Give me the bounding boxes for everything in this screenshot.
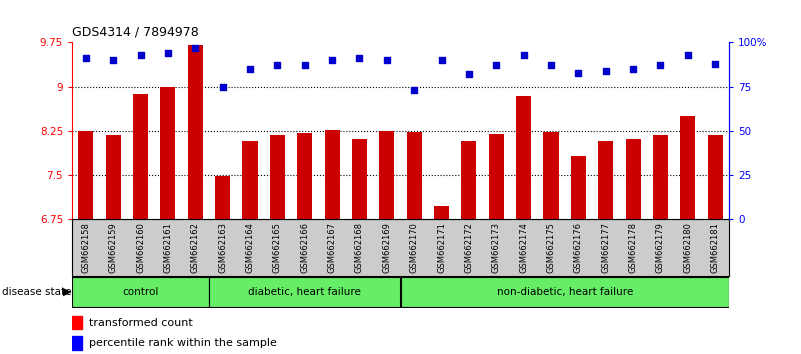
Point [79,56,92,61]
Point [353,56,366,61]
Text: non-diabetic, heart failure: non-diabetic, heart failure [497,287,633,297]
Point [244,66,256,72]
Bar [400,277,729,307]
Bar [209,277,400,307]
Point [326,57,339,63]
Point [654,63,667,68]
Point [271,63,284,68]
Text: disease state: disease state [2,287,71,297]
Point [572,70,585,75]
Point [134,52,147,58]
Point [517,52,530,58]
Bar [72,316,82,329]
Point [490,63,503,68]
Bar [626,139,641,219]
Text: GDS4314 / 7894978: GDS4314 / 7894978 [72,26,199,39]
Text: diabetic, heart failure: diabetic, heart failure [248,287,361,297]
Point [682,52,694,58]
Bar [653,135,668,219]
Point [380,57,393,63]
Bar [72,336,82,350]
Bar [160,87,175,219]
Bar [187,45,203,219]
Point [189,45,202,51]
Bar [133,94,148,219]
Bar [407,132,421,219]
Bar [598,141,614,219]
Bar [489,134,504,219]
Point [298,63,311,68]
Bar [544,132,558,219]
Point [626,66,639,72]
Point [408,87,421,93]
Bar [106,135,121,219]
Bar [215,176,230,219]
Bar [434,206,449,219]
Point [545,63,557,68]
Bar [78,131,93,219]
Bar [243,141,257,219]
Bar [516,96,531,219]
Bar [352,139,367,219]
Point [599,68,612,74]
Bar [270,135,285,219]
Text: control: control [123,287,159,297]
Point [435,57,448,63]
Bar [380,131,394,219]
Point [216,84,229,90]
Bar [72,277,209,307]
Bar [708,135,723,219]
Bar [680,116,695,219]
Text: transformed count: transformed count [89,318,192,327]
Bar [571,156,586,219]
Point [709,61,722,67]
Point [462,72,475,77]
Text: percentile rank within the sample: percentile rank within the sample [89,338,276,348]
Bar [297,133,312,219]
Bar [461,141,477,219]
Point [107,57,119,63]
Point [162,50,175,56]
Bar [324,130,340,219]
Text: ▶: ▶ [62,287,71,297]
